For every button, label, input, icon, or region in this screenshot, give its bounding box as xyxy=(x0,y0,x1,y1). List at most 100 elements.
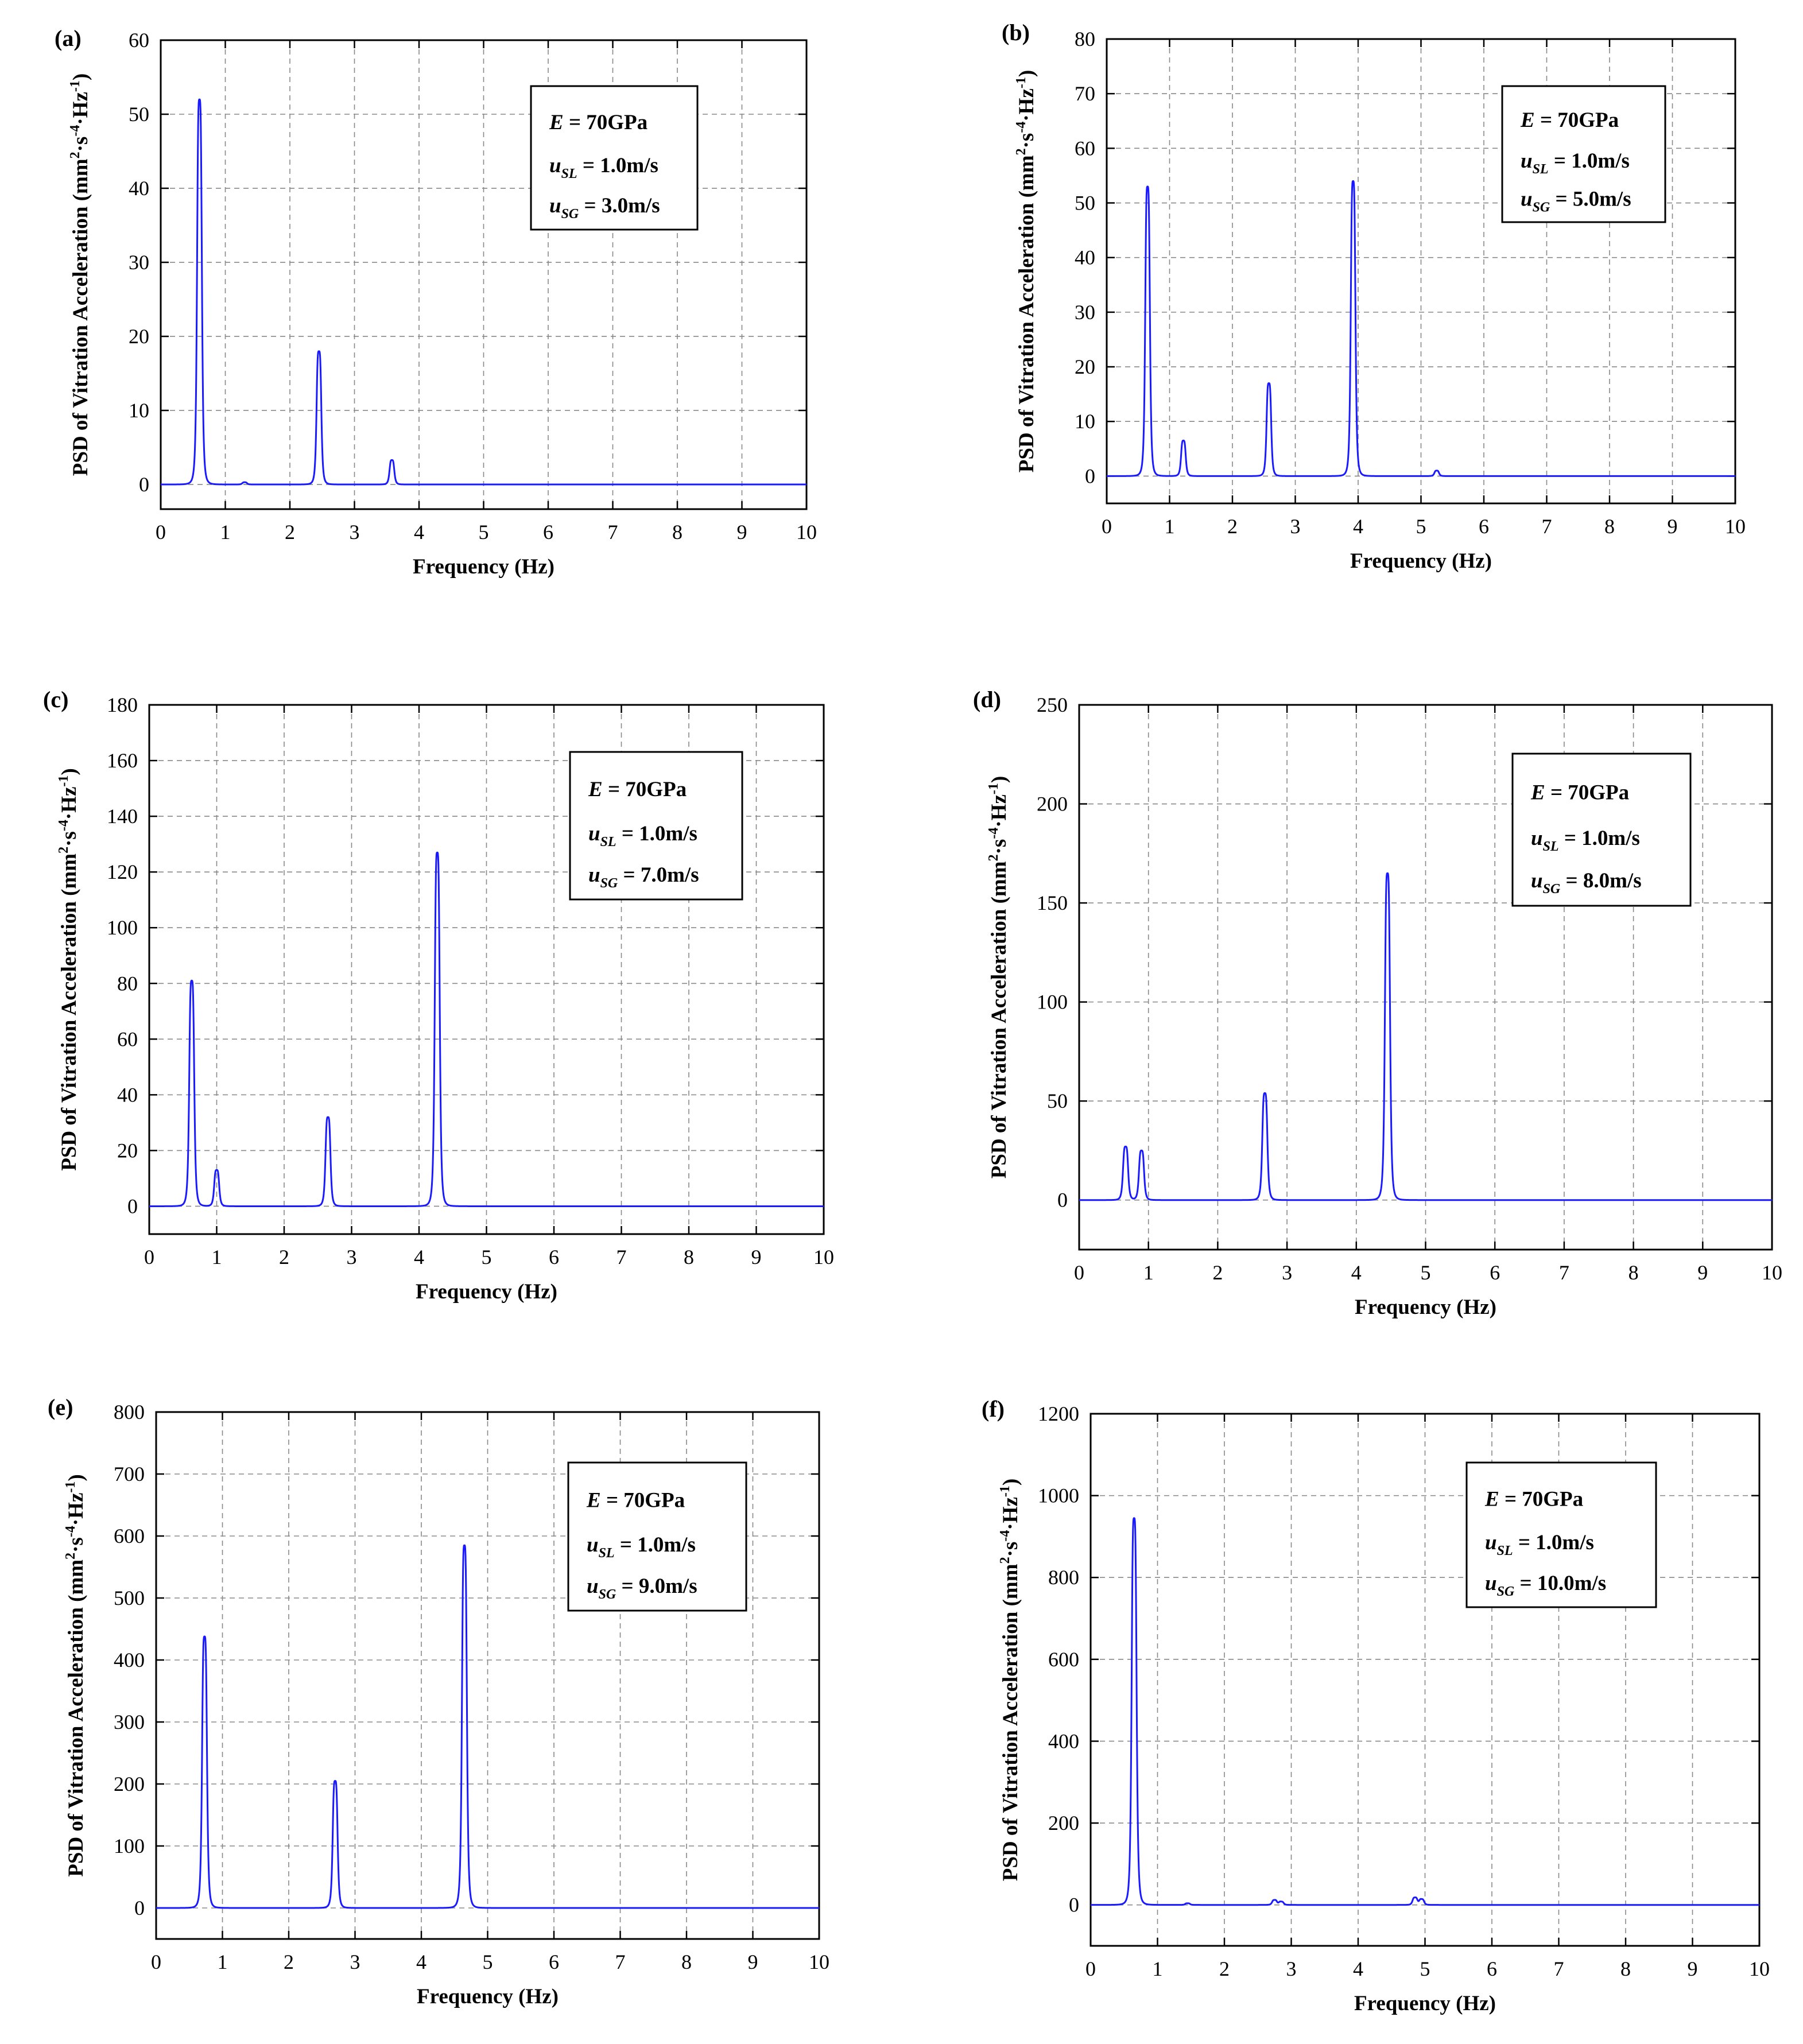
legend-liquid-velocity: uSL = 1.0m/s xyxy=(587,1533,696,1561)
tick-marks xyxy=(160,39,808,509)
x-tick-label: 6 xyxy=(549,1246,559,1269)
legend-gas-velocity: uSG = 5.0m/s xyxy=(1521,188,1631,215)
y-tick-label: 140 xyxy=(107,805,138,828)
y-tick-label: 0 xyxy=(127,1194,138,1217)
x-tick-label: 4 xyxy=(414,1246,424,1269)
x-tick-label: 8 xyxy=(684,1246,694,1269)
y-tick-label: 40 xyxy=(129,177,149,200)
x-tick-label: 6 xyxy=(549,1950,559,1973)
y-tick-label: 10 xyxy=(1075,410,1095,433)
x-tick-label: 3 xyxy=(1290,515,1301,538)
chart-panel-c: 0 1 2 3 4 5 6 7 8 9 10020406080100120140160180Freq… xyxy=(43,686,834,1304)
x-tick-label: 5 xyxy=(483,1950,493,1973)
y-tick-label: 120 xyxy=(107,860,138,883)
y-tick-label: 600 xyxy=(114,1525,145,1547)
chart-panel-e: 0 1 2 3 4 5 6 7 8 9 100100200300400500600700800Fre… xyxy=(48,1394,829,2008)
psd-series-line xyxy=(148,851,825,1207)
psd-series-line xyxy=(1106,180,1736,477)
panel-label: (d) xyxy=(973,686,1001,712)
x-tick-label: 7 xyxy=(616,1246,627,1269)
x-tick-label: 9 xyxy=(1688,1957,1698,1980)
parameter-legend: E = 70GPa uSL = 1.0m/s uSG = 8.0m/s xyxy=(1511,753,1692,907)
x-tick-label: 10 xyxy=(1749,1957,1770,1980)
x-tick-label: 4 xyxy=(1353,515,1363,538)
x-tick-label: 4 xyxy=(1351,1261,1362,1284)
x-tick-label: 3 xyxy=(347,1246,357,1269)
y-tick-label: 50 xyxy=(1047,1089,1068,1112)
tick-marks xyxy=(148,704,825,1234)
y-tick-label: 0 xyxy=(134,1896,145,1919)
x-tick-label: 7 xyxy=(608,521,618,544)
y-tick-label: 60 xyxy=(117,1027,138,1050)
y-tick-label: 1000 xyxy=(1038,1484,1079,1507)
y-tick-label: 70 xyxy=(1075,82,1095,105)
psd-series-line xyxy=(1089,1517,1761,1906)
y-tick-label: 160 xyxy=(107,749,138,772)
x-tick-label: 2 xyxy=(1212,1261,1223,1284)
y-tick-label: 0 xyxy=(139,473,149,496)
x-tick-label: 2 xyxy=(1227,515,1238,538)
legend-liquid-velocity: uSL = 1.0m/s xyxy=(588,822,697,850)
x-tick-label: 0 xyxy=(1085,1957,1096,1980)
y-tick-label: 600 xyxy=(1048,1648,1079,1671)
legend-modulus: E = 70GPa xyxy=(1484,1488,1583,1511)
x-tick-label: 10 xyxy=(813,1246,834,1269)
y-axis-label: PSD of Vitration Acceleration (mm2·s-4·H… xyxy=(986,776,1011,1178)
x-tick-label: 5 xyxy=(1416,515,1426,538)
y-tick-label: 40 xyxy=(117,1083,138,1106)
x-axis-label: Frequency (Hz) xyxy=(1354,1992,1496,2015)
y-tick-label: 700 xyxy=(114,1463,145,1486)
chart-panel-a: 0 1 2 3 4 5 6 7 8 9 10 0 10 20 30 40 50 60 Frequency (Hz) P… xyxy=(55,25,817,579)
y-tick-label: 20 xyxy=(129,325,149,348)
x-axis-label: Frequency (Hz) xyxy=(413,555,555,579)
parameter-legend: E = 70GPa uSL = 1.0m/s uSG = 5.0m/s xyxy=(1501,85,1666,223)
x-tick-label: 9 xyxy=(1668,515,1678,538)
legend-modulus: E = 70GPa xyxy=(1520,108,1619,132)
y-tick-label: 30 xyxy=(129,251,149,274)
x-tick-label: 5 xyxy=(1421,1261,1431,1284)
y-tick-label: 60 xyxy=(1075,137,1095,160)
y-tick-label: 200 xyxy=(1037,793,1068,816)
x-tick-label: 1 xyxy=(1165,515,1175,538)
x-tick-label: 3 xyxy=(350,521,360,544)
x-tick-label: 3 xyxy=(350,1950,360,1973)
y-tick-label: 0 xyxy=(1057,1189,1068,1212)
legend-liquid-velocity: uSL = 1.0m/s xyxy=(1485,1531,1594,1558)
y-tick-label: 300 xyxy=(114,1711,145,1733)
panel-label: (a) xyxy=(55,25,82,51)
x-axis-label: Frequency (Hz) xyxy=(416,1280,557,1304)
y-tick-label: 50 xyxy=(1075,192,1095,215)
grid-lines xyxy=(1079,705,1772,1250)
x-tick-label: 3 xyxy=(1286,1957,1297,1980)
x-tick-label: 6 xyxy=(1479,515,1489,538)
legend-box xyxy=(1501,85,1666,223)
x-tick-label: 1 xyxy=(1153,1957,1163,1980)
y-axis-label: PSD of Vitration Acceleration (mm2·s-4·H… xyxy=(68,73,92,476)
y-tick-label: 100 xyxy=(1037,991,1068,1014)
x-tick-label: 4 xyxy=(414,521,424,544)
x-tick-label: 1 xyxy=(212,1246,222,1269)
x-tick-label: 6 xyxy=(1487,1957,1497,1980)
y-tick-label: 50 xyxy=(129,103,149,126)
grid-lines xyxy=(161,40,806,509)
y-tick-label: 400 xyxy=(114,1649,145,1671)
panel-label: (f) xyxy=(982,1396,1005,1422)
legend-box xyxy=(567,1461,747,1612)
x-tick-label: 8 xyxy=(1628,1261,1639,1284)
legend-liquid-velocity: uSL = 1.0m/s xyxy=(1531,827,1640,854)
x-tick-label: 2 xyxy=(284,1950,294,1973)
legend-modulus: E = 70GPa xyxy=(586,1488,685,1512)
x-tick-label: 2 xyxy=(1219,1957,1230,1980)
x-tick-label: 10 xyxy=(1725,515,1746,538)
y-tick-label: 200 xyxy=(1048,1812,1079,1834)
x-tick-label: 4 xyxy=(416,1950,426,1973)
legend-box xyxy=(1465,1461,1657,1608)
tick-marks xyxy=(155,1411,820,1939)
y-tick-label: 80 xyxy=(1075,28,1095,51)
legend-gas-velocity: uSG = 9.0m/s xyxy=(587,1574,697,1602)
y-tick-label: 0 xyxy=(1085,464,1095,487)
x-tick-label: 7 xyxy=(1559,1261,1569,1284)
x-tick-label: 10 xyxy=(809,1950,829,1973)
